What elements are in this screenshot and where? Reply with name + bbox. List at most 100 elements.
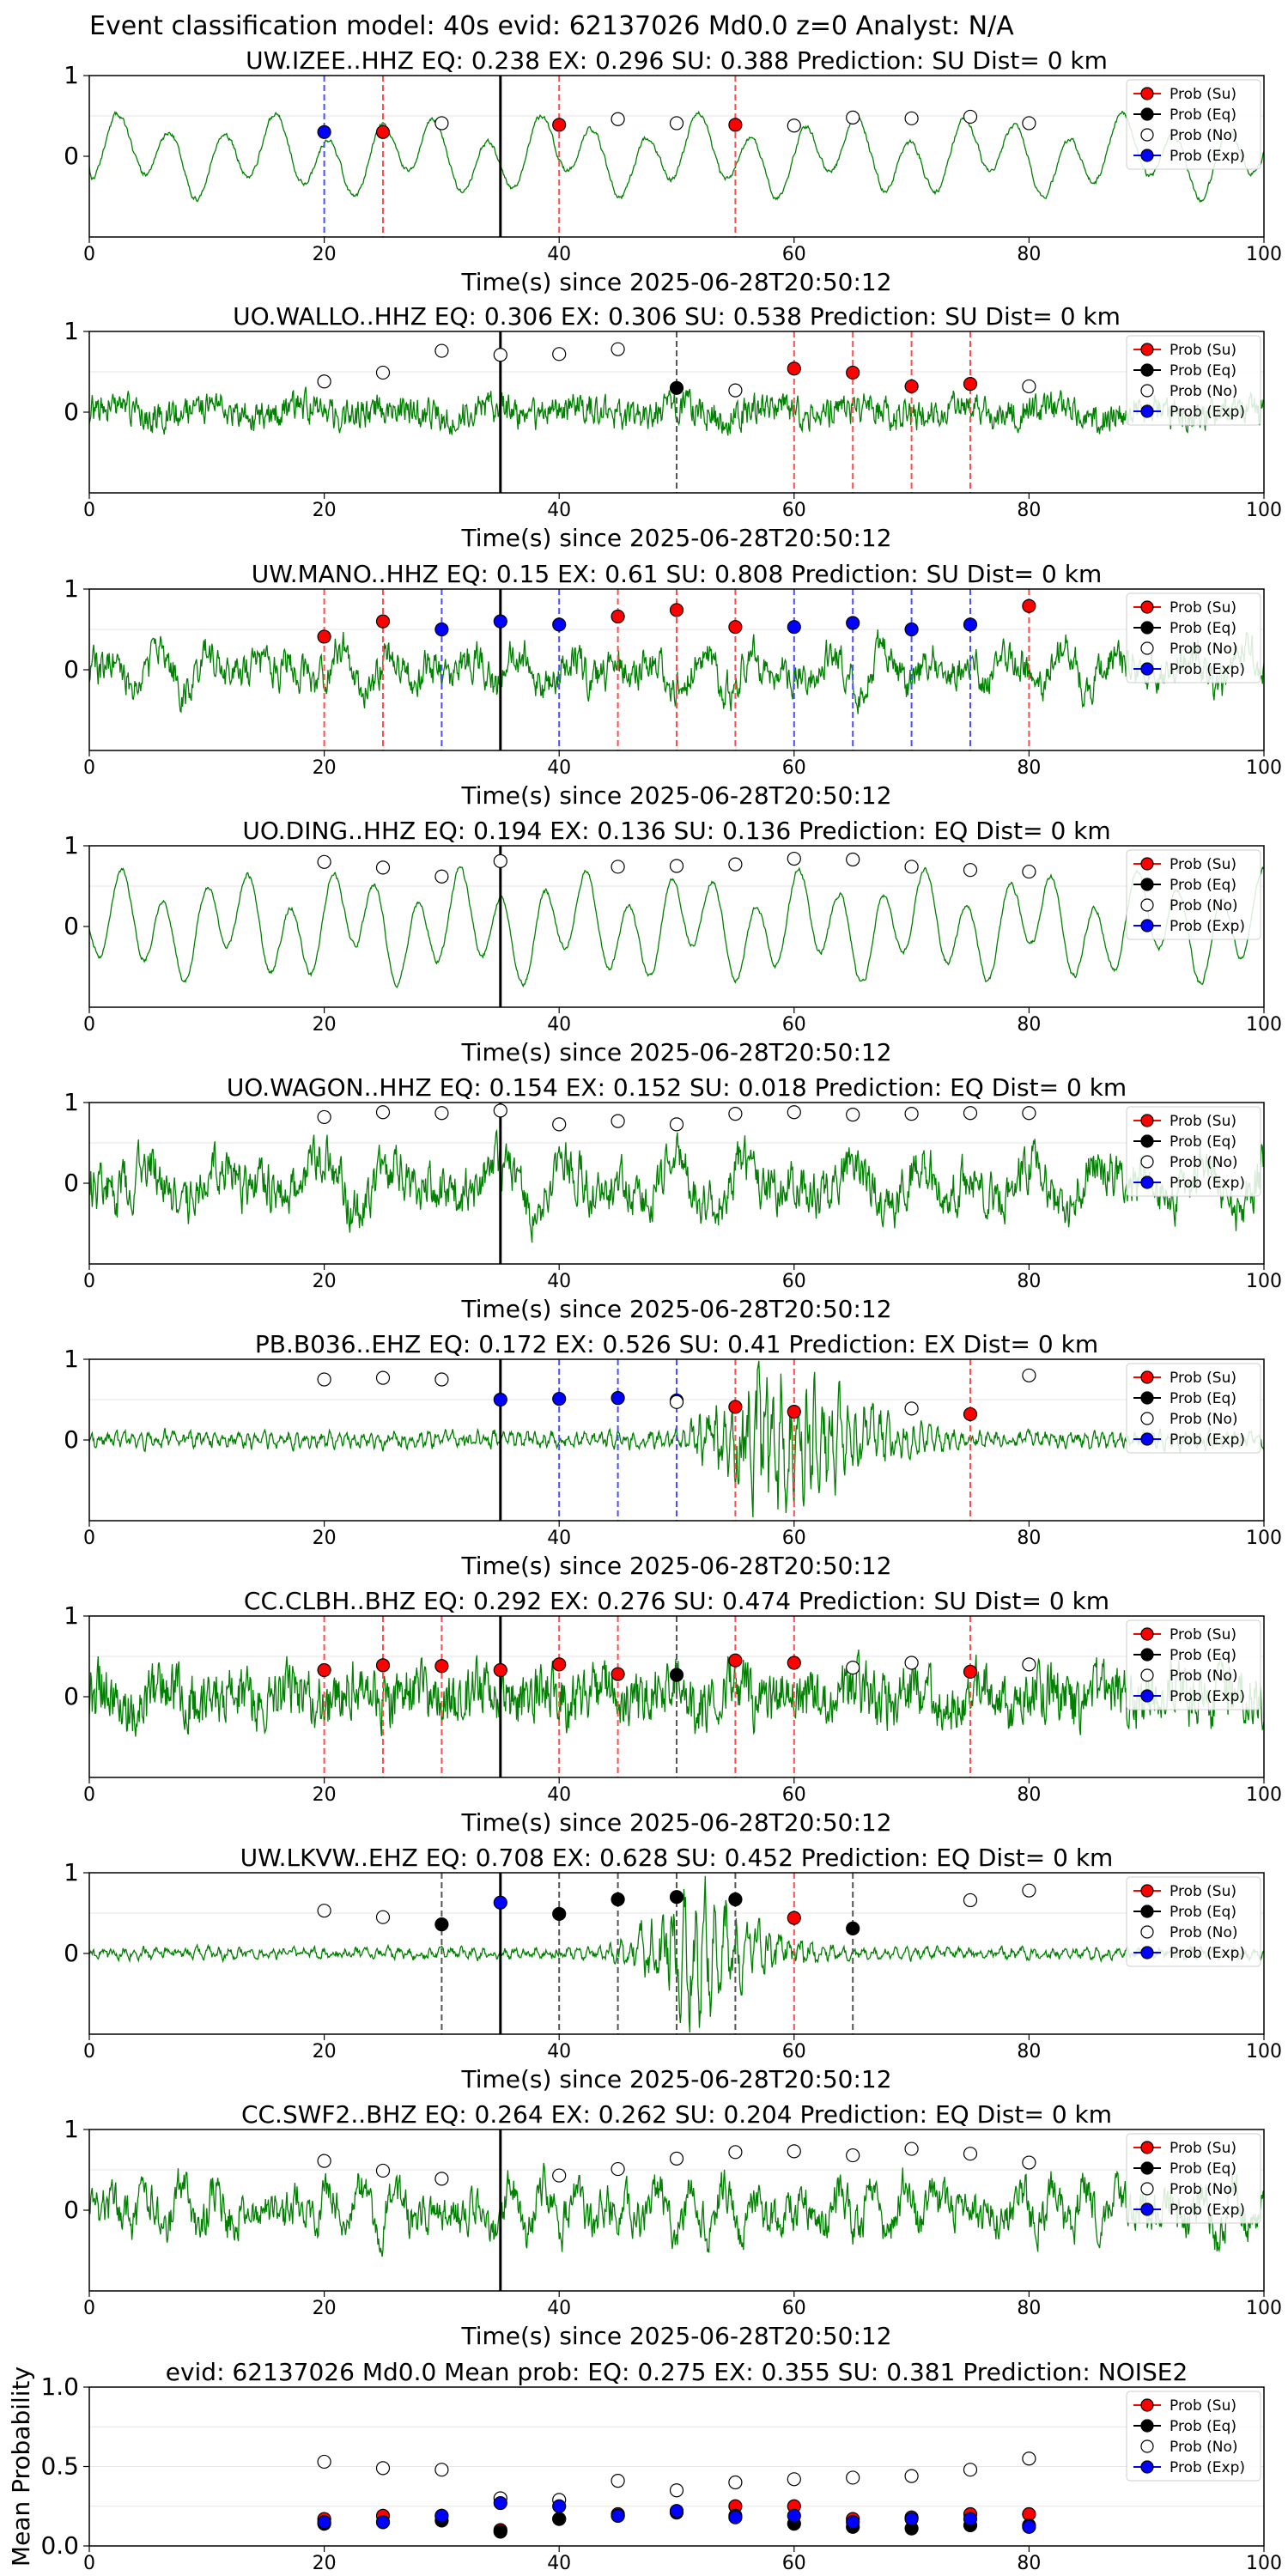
x-tick-label: 80 xyxy=(1017,500,1041,521)
legend: Prob (Su) Prob (Eq) Prob (No) Prob (Exp) xyxy=(1126,2391,1261,2482)
prob-marker-no xyxy=(375,1910,391,1924)
prob-marker-no xyxy=(317,1109,331,1125)
panel-title: UW.IZEE..HHZ EQ: 0.238 EX: 0.296 SU: 0.3… xyxy=(246,46,1108,75)
legend-marker-eq xyxy=(1140,107,1154,121)
prob-marker-su xyxy=(846,365,860,380)
x-tick-label: 80 xyxy=(1017,757,1041,779)
prob-marker-no xyxy=(846,852,860,867)
prob-marker-no xyxy=(611,1114,625,1128)
prob-marker-su xyxy=(375,1658,391,1673)
prob-marker-no xyxy=(1022,1368,1036,1382)
mean-marker-exp xyxy=(317,2515,331,2530)
prob-marker-no xyxy=(904,1656,919,1670)
x-tick-label: 20 xyxy=(313,500,337,521)
prob-marker-no xyxy=(904,860,919,874)
y-tick-label: 0 xyxy=(64,2196,79,2224)
legend-marker-eq xyxy=(1140,1905,1154,1918)
prob-marker-eq xyxy=(669,1668,684,1682)
prob-marker-no xyxy=(728,383,743,398)
legend-marker-exp xyxy=(1140,662,1154,676)
x-tick-label: 100 xyxy=(1246,500,1282,521)
legend-marker-eq xyxy=(1140,621,1154,635)
legend-marker-su xyxy=(1140,600,1154,614)
seismic-trace xyxy=(88,1649,1265,1737)
x-tick-label: 80 xyxy=(1017,1784,1041,1806)
legend-marker-su xyxy=(1140,87,1154,100)
legend-label: Prob (Su) xyxy=(1170,342,1236,359)
prob-marker-su xyxy=(728,620,743,635)
legend-marker-su xyxy=(1140,1370,1154,1384)
x-axis-label: Time(s) since 2025-06-28T20:50:12 xyxy=(460,2322,891,2350)
mean-marker-exp xyxy=(904,2512,919,2526)
prob-marker-su xyxy=(1022,598,1036,613)
prob-marker-su xyxy=(669,603,684,617)
prob-marker-su xyxy=(728,1400,743,1414)
legend-marker-no xyxy=(1140,1412,1154,1425)
legend-marker-eq xyxy=(1140,1648,1154,1662)
legend-label: Prob (Exp) xyxy=(1170,1945,1245,1962)
legend-label: Prob (No) xyxy=(1170,2181,1238,2198)
mean-marker-no xyxy=(787,2472,801,2487)
prob-marker-no xyxy=(963,863,978,878)
legend-label: Prob (Exp) xyxy=(1170,2202,1245,2219)
chart-panel-1: UW.IZEE..HHZ EQ: 0.238 EX: 0.296 SU: 0.3… xyxy=(64,46,1282,296)
legend-box xyxy=(1126,1363,1261,1454)
prob-marker-su xyxy=(375,125,391,139)
prob-marker-no xyxy=(1022,379,1036,394)
y-tick-label: 0 xyxy=(64,655,79,683)
x-tick-label: 60 xyxy=(782,244,806,265)
x-tick-label: 60 xyxy=(782,2298,806,2319)
x-tick-label: 0 xyxy=(83,1014,95,1036)
legend-label: Prob (Su) xyxy=(1170,1370,1236,1387)
prob-marker-no xyxy=(611,342,625,356)
prob-marker-no xyxy=(669,1394,684,1409)
prob-marker-no xyxy=(846,1661,860,1675)
prob-marker-su xyxy=(434,1659,449,1674)
legend-marker-eq xyxy=(1140,2419,1154,2433)
legend-label: Prob (Eq) xyxy=(1170,1133,1236,1151)
chart-panel-9: CC.SWF2..BHZ EQ: 0.264 EX: 0.262 SU: 0.2… xyxy=(64,2100,1282,2350)
prob-marker-no xyxy=(611,2161,625,2177)
y-tick-label: 1 xyxy=(64,1345,79,1373)
prob-marker-no xyxy=(728,857,743,872)
prob-marker-no xyxy=(434,2172,449,2186)
mean-marker-exp xyxy=(1022,2519,1036,2534)
prob-marker-no xyxy=(375,1105,391,1120)
legend-marker-no xyxy=(1140,384,1154,398)
x-tick-label: 100 xyxy=(1246,1784,1282,1806)
legend-box xyxy=(1126,79,1261,170)
prob-marker-no xyxy=(434,1372,449,1387)
prob-marker-no xyxy=(787,118,801,133)
seismic-trace xyxy=(88,110,1265,204)
legend-marker-su xyxy=(1140,1627,1154,1641)
chart-panel-10: evid: 62137026 Md0.0 Mean prob: EQ: 0.27… xyxy=(7,2358,1282,2574)
legend: Prob (Su) Prob (Eq) Prob (No) Prob (Exp) xyxy=(1126,1363,1261,1454)
x-axis-label: Time(s) since 2025-06-28T20:50:12 xyxy=(460,1295,891,1323)
mean-marker-exp xyxy=(728,2510,743,2524)
prob-marker-no xyxy=(787,851,801,866)
legend-label: Prob (No) xyxy=(1170,641,1238,658)
mean-marker-exp xyxy=(552,2499,567,2513)
prob-marker-eq xyxy=(669,380,684,395)
mean-marker-no xyxy=(904,2469,919,2483)
panel-title: UW.MANO..HHZ EQ: 0.15 EX: 0.61 SU: 0.808… xyxy=(252,560,1103,588)
prob-marker-no xyxy=(669,1117,684,1132)
legend-marker-su xyxy=(1140,343,1154,356)
y-tick-label: 0 xyxy=(64,912,79,940)
prob-marker-su xyxy=(787,1404,801,1419)
y-tick-label: 0 xyxy=(64,142,79,170)
mean-marker-no xyxy=(317,2454,331,2470)
mean-marker-no xyxy=(728,2475,743,2490)
legend-label: Prob (Eq) xyxy=(1170,2160,1236,2178)
y-tick-label: 0.0 xyxy=(40,2531,79,2560)
prob-marker-eq xyxy=(552,1906,567,1922)
prob-marker-su xyxy=(787,1911,801,1925)
prob-marker-no xyxy=(963,1106,978,1121)
panel-title: UO.WAGON..HHZ EQ: 0.154 EX: 0.152 SU: 0.… xyxy=(227,1073,1127,1102)
prob-marker-no xyxy=(375,365,391,380)
x-tick-label: 0 xyxy=(83,244,95,265)
prob-marker-su xyxy=(787,1656,801,1670)
y-tick-label: 1 xyxy=(64,831,79,860)
prob-marker-eq xyxy=(669,1890,684,1905)
x-tick-label: 20 xyxy=(313,1784,337,1806)
